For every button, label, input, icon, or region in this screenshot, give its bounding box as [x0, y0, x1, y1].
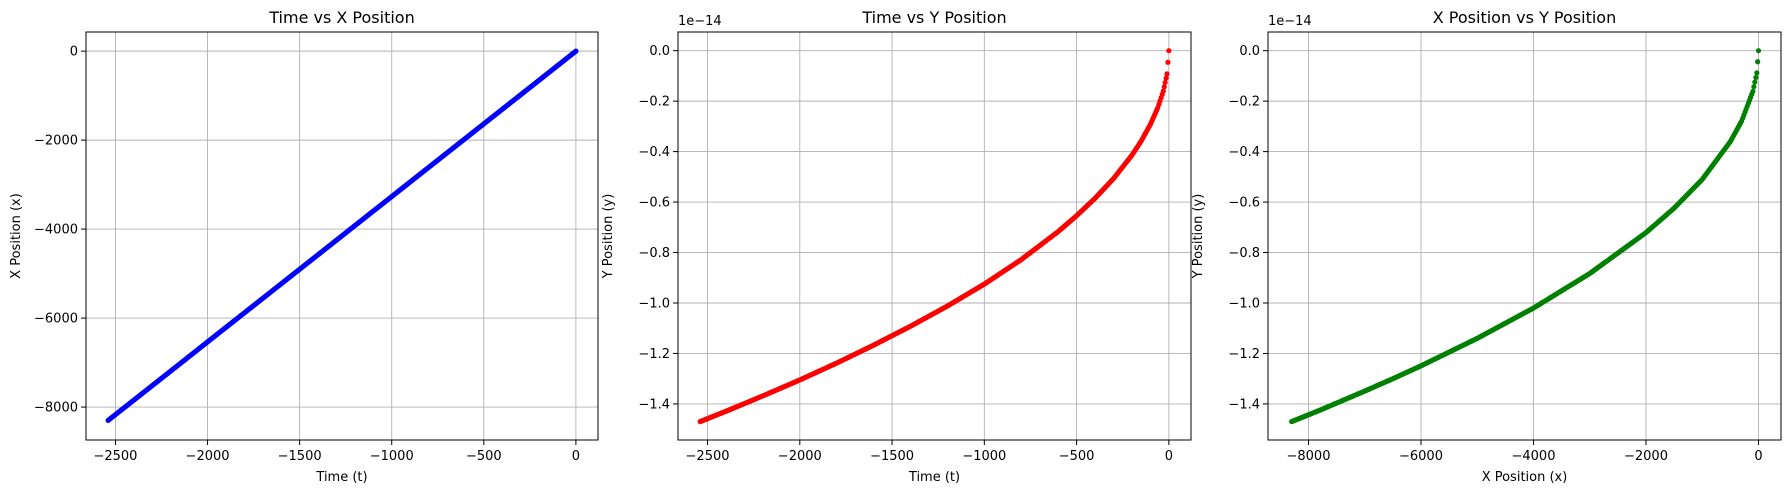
subplot-3: −8000 −6000 −4000 −2000 0 −1.4 −1.2 −1.0 −0.8 −0.… [1191, 8, 1782, 485]
chart-title: Time vs Y Position [861, 8, 1006, 27]
y-tick-label: 0 [70, 45, 78, 60]
y-offset-label: 1e−14 [1268, 14, 1312, 29]
x-tick-label: −4000 [1512, 449, 1556, 464]
axes-frame [1267, 31, 1782, 441]
y-tick-label: −0.6 [638, 196, 670, 211]
x-tick-label: 0 [1754, 449, 1762, 464]
data-point [1162, 79, 1168, 86]
y-axis-label: Y Position (y) [1191, 194, 1206, 280]
y-tick-label: −1.4 [638, 397, 670, 412]
x-tick-label: −2000 [1624, 449, 1668, 464]
data-point [1751, 84, 1757, 90]
y-tick-label: −8000 [34, 401, 78, 416]
x-tick-label: −1000 [370, 449, 414, 464]
x-tick-label: −2000 [778, 449, 822, 464]
y-tick-label: 0.0 [1239, 44, 1260, 59]
x-axis-label: Time (t) [908, 470, 960, 485]
y-tick-label: −0.4 [1228, 145, 1260, 160]
axes-frame [677, 31, 1192, 441]
y-axis-label: Y Position (y) [601, 194, 616, 280]
data-point [1163, 75, 1169, 81]
subplot-1: −2500 −2000 −1500 −1000 −500 0 −8000 −6000 −4000… [9, 8, 599, 485]
x-tick-label: −1500 [278, 449, 322, 464]
x-tick-label: −2500 [93, 449, 137, 464]
x-tick-label: 0 [572, 449, 580, 464]
data-point [573, 48, 579, 54]
data-point [1161, 84, 1167, 90]
x-axis-label: Time (t) [315, 470, 367, 485]
chart-title: X Position vs Y Position [1433, 8, 1616, 27]
x-tick-label: −2500 [686, 449, 730, 464]
y-tick-label: −0.8 [638, 246, 670, 261]
data-point [1754, 70, 1760, 76]
x-tick-label: −1000 [962, 449, 1006, 464]
data-point [1750, 88, 1756, 94]
axes-frame [85, 31, 599, 441]
data-points [697, 48, 1172, 425]
x-tick-label: −2000 [186, 449, 230, 464]
y-tick-label: −4000 [34, 223, 78, 238]
data-point [1753, 74, 1759, 81]
y-axis-label: X Position (x) [9, 193, 24, 279]
x-tick-label: −8000 [1287, 449, 1331, 464]
y-tick-label: −0.4 [638, 145, 670, 160]
y-tick-label: −1.0 [638, 296, 670, 311]
y-tick-label: −0.8 [1228, 246, 1260, 261]
y-tick-label: −0.2 [638, 95, 670, 110]
subplot-2: −2500 −2000 −1500 −1000 −500 0 −1.4 −1.2 −1.0 −0.… [601, 8, 1192, 485]
y-tick-label: −1.2 [638, 347, 670, 362]
data-point [1755, 59, 1761, 65]
y-tick-label: −2000 [34, 134, 78, 149]
chart-title: Time vs X Position [268, 8, 414, 27]
data-point [1164, 71, 1170, 77]
data-point [1752, 79, 1758, 85]
data-points [105, 48, 579, 424]
x-tick-label: −6000 [1399, 449, 1443, 464]
x-tick-label: −500 [466, 449, 502, 464]
y-tick-label: −1.2 [1228, 347, 1260, 362]
x-tick-label: 0 [1165, 449, 1173, 464]
y-tick-label: −6000 [34, 312, 78, 327]
y-tick-label: −1.0 [1228, 296, 1260, 311]
x-tick-label: −1500 [870, 449, 914, 464]
y-offset-label: 1e−14 [678, 14, 722, 29]
x-axis-label: X Position (x) [1482, 470, 1568, 485]
y-tick-label: 0.0 [649, 44, 670, 59]
y-tick-label: −0.2 [1228, 95, 1260, 110]
data-points [1289, 48, 1762, 425]
y-tick-label: −0.6 [1228, 196, 1260, 211]
data-point [1166, 48, 1172, 54]
data-point [1165, 59, 1171, 65]
data-point [1160, 88, 1166, 94]
data-point [1755, 48, 1762, 54]
y-tick-label: −1.4 [1228, 397, 1260, 412]
x-tick-label: −500 [1059, 449, 1095, 464]
